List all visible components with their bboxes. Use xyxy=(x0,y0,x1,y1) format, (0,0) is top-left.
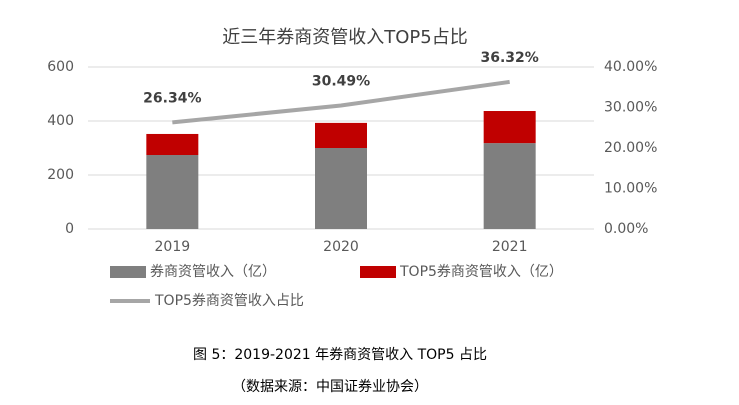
y-tick-label: 200 xyxy=(47,167,74,183)
bar xyxy=(483,143,536,229)
bar xyxy=(315,148,367,229)
legend-label: TOP5券商资管收入（亿） xyxy=(399,264,563,280)
value-label: 26.34% xyxy=(143,90,201,106)
figure-caption: 图 5：2019-2021 年券商资管收入 TOP5 占比 xyxy=(193,347,487,363)
legend-label: 券商资管收入（亿） xyxy=(150,264,276,280)
y2-tick-label: 30.00% xyxy=(604,100,657,116)
value-label: 30.49% xyxy=(312,74,370,90)
bar xyxy=(146,133,199,156)
chart-title: 近三年券商资管收入TOP5占比 xyxy=(222,27,467,48)
source-caption: （数据来源：中国证券业协会） xyxy=(232,379,428,395)
x-tick-label: 2021 xyxy=(492,239,528,255)
x-tick-label: 2019 xyxy=(155,239,191,255)
legend-label: TOP5券商资管收入占比 xyxy=(154,293,304,309)
value-label: 36.32% xyxy=(481,50,539,66)
y2-tick-label: 10.00% xyxy=(604,181,657,197)
legend-swatch xyxy=(110,266,146,278)
legend-swatch xyxy=(360,266,396,278)
bar xyxy=(315,122,367,148)
line xyxy=(172,79,510,125)
y-tick-label: 400 xyxy=(47,113,74,129)
y-tick-label: 0 xyxy=(65,221,74,237)
y2-tick-label: 40.00% xyxy=(604,59,657,75)
x-tick-label: 2020 xyxy=(323,239,359,255)
y2-tick-label: 0.00% xyxy=(604,221,648,237)
bar xyxy=(146,155,199,229)
y2-tick-label: 20.00% xyxy=(604,140,657,156)
y-tick-label: 600 xyxy=(47,59,74,75)
bar xyxy=(483,111,536,144)
